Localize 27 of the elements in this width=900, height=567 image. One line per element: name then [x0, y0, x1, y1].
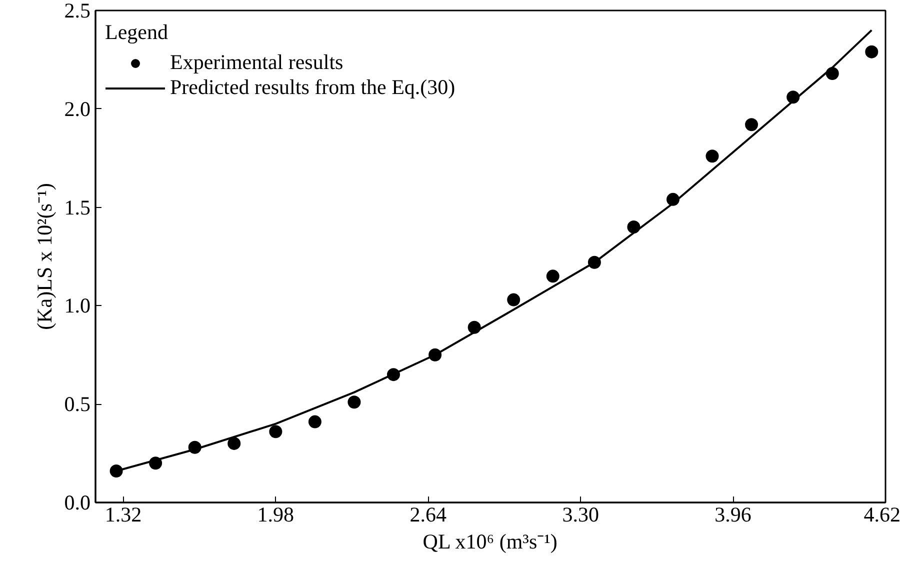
- x-tick-label: 4.62: [864, 502, 900, 526]
- point: [308, 415, 322, 428]
- y-axis-title: (Ka)LS x 10²(s⁻¹): [32, 183, 56, 330]
- point: [269, 425, 282, 438]
- point: [745, 118, 758, 132]
- legend-label: Predicted results from the Eq.(30): [170, 75, 456, 100]
- point: [110, 464, 123, 478]
- x-axis-title: QL x10⁶ (m³s⁻¹): [422, 530, 558, 554]
- legend-label: Experimental results: [170, 50, 344, 75]
- y-tick-label: 0.5: [64, 392, 90, 416]
- point: [546, 270, 560, 283]
- y-tick-label: 2.5: [64, 0, 90, 22]
- point: [865, 45, 878, 58]
- x-tick-label: 3.96: [714, 502, 752, 526]
- y-tick-label: 2.0: [64, 96, 90, 121]
- point: [228, 436, 241, 450]
- x-tick-label: 3.30: [562, 502, 599, 526]
- x-tick-label: 1.98: [257, 502, 294, 526]
- y-tick-label: 0.0: [64, 490, 90, 514]
- point: [507, 293, 520, 306]
- y-tick-label: 1.5: [64, 195, 90, 220]
- legend-title: Legend: [105, 20, 169, 45]
- x-tick-label: 1.32: [104, 502, 142, 526]
- x-tick-label: 2.64: [410, 502, 448, 526]
- point: [706, 150, 719, 163]
- point: [348, 396, 361, 409]
- y-tick-label: 1.0: [64, 294, 90, 318]
